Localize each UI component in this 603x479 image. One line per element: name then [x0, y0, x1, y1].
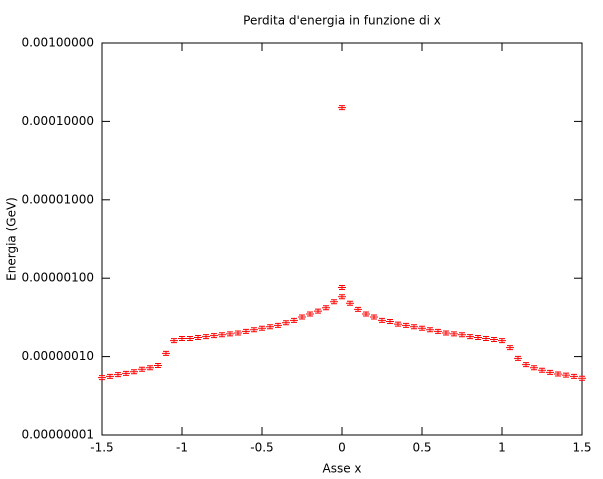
- data-point: [402, 322, 410, 328]
- data-point: [242, 328, 250, 334]
- data-point: [522, 362, 530, 368]
- data-point: [458, 332, 466, 338]
- data-point: [570, 373, 578, 379]
- data-point: [338, 105, 346, 111]
- y-axis-label: Energia (GeV): [5, 197, 19, 281]
- data-point: [514, 355, 522, 361]
- y-tick-label: 0.00000001: [21, 428, 94, 442]
- x-tick-label: 0.5: [412, 441, 431, 455]
- x-tick-label: 0: [338, 441, 346, 455]
- data-point: [338, 294, 346, 300]
- data-point: [178, 336, 186, 342]
- data-point: [138, 366, 146, 372]
- y-tick-label: 0.00001000: [21, 192, 94, 206]
- data-point: [434, 328, 442, 334]
- data-point: [426, 327, 434, 333]
- data-point: [170, 338, 178, 344]
- data-point: [186, 336, 194, 342]
- data-point: [498, 338, 506, 344]
- data-point: [370, 314, 378, 320]
- data-point: [466, 334, 474, 340]
- x-tick-label: 1.5: [572, 441, 591, 455]
- data-point: [250, 327, 258, 333]
- data-point: [546, 369, 554, 375]
- data-point: [130, 369, 138, 375]
- x-tick-label: -0.5: [250, 441, 273, 455]
- data-point: [562, 372, 570, 378]
- data-point: [330, 299, 338, 305]
- data-point: [306, 311, 314, 317]
- data-point: [258, 325, 266, 331]
- data-point: [506, 345, 514, 351]
- data-point: [290, 317, 298, 323]
- data-point: [106, 373, 114, 379]
- data-point: [234, 330, 242, 336]
- data-point: [154, 362, 162, 368]
- data-point: [314, 308, 322, 314]
- data-point: [354, 306, 362, 312]
- x-axis-label: Asse x: [322, 462, 361, 476]
- data-point: [578, 375, 586, 381]
- data-point: [98, 375, 106, 381]
- data-point: [538, 367, 546, 373]
- data-point: [530, 365, 538, 371]
- data-point: [386, 319, 394, 325]
- chart-title: Perdita d'energia in funzione di x: [243, 14, 441, 28]
- data-point: [554, 371, 562, 377]
- data-point: [202, 334, 210, 340]
- x-tick-label: -1: [176, 441, 188, 455]
- data-point: [194, 335, 202, 341]
- data-point: [482, 336, 490, 342]
- data-point: [298, 314, 306, 320]
- y-tick-label: 0.00100000: [21, 36, 94, 50]
- data-point: [322, 305, 330, 311]
- plot-frame: [101, 42, 583, 436]
- data-point: [418, 325, 426, 331]
- data-point: [410, 324, 418, 330]
- y-tick-label: 0.00000010: [21, 349, 94, 363]
- data-point: [490, 337, 498, 343]
- data-point: [442, 330, 450, 336]
- x-tick-label: -1.5: [90, 441, 113, 455]
- data-point: [282, 320, 290, 326]
- data-point: [362, 311, 370, 317]
- data-point: [226, 331, 234, 337]
- data-point: [122, 370, 130, 376]
- data-point: [450, 331, 458, 337]
- data-point: [146, 365, 154, 371]
- data-point: [338, 285, 346, 291]
- data-point: [274, 322, 282, 328]
- y-tick-label: 0.00010000: [21, 114, 94, 128]
- data-point: [266, 324, 274, 330]
- data-point: [210, 333, 218, 339]
- data-point: [114, 372, 122, 378]
- y-tick-label: 0.00000100: [21, 271, 94, 285]
- data-point: [378, 317, 386, 323]
- data-point: [474, 335, 482, 341]
- data-point: [162, 350, 170, 356]
- data-point: [218, 332, 226, 338]
- data-point: [346, 300, 354, 306]
- data-point: [394, 321, 402, 327]
- x-tick-label: 1: [498, 441, 506, 455]
